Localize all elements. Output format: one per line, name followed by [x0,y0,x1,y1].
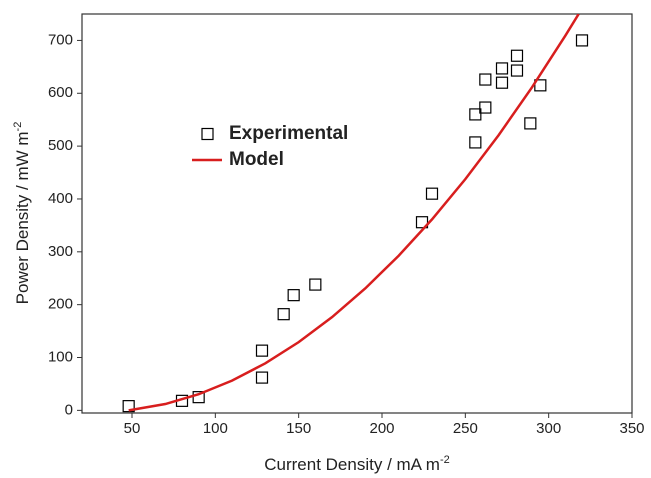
data-point [479,73,492,86]
plot-frame [81,13,633,414]
legend-label: Experimental [229,123,348,144]
y-axis-title: Power Density / mW m-2 [12,122,33,305]
model-line [128,14,580,412]
x-axis-title-sup: -2 [440,454,450,466]
x-tick-label: 50 [124,420,141,437]
x-tick-label: 200 [369,420,394,437]
data-point [510,64,524,77]
y-tick-label: 0 [65,401,73,418]
x-tick-label: 300 [536,420,561,437]
data-point [309,278,322,291]
data-point [122,400,135,413]
data-point [510,49,524,62]
x-tick-label: 350 [619,420,644,437]
y-axis-title-sup: -2 [12,122,24,132]
data-point [495,62,509,75]
y-tick-label: 700 [48,31,73,48]
y-tick-label: 400 [48,190,73,207]
y-axis-title-main: Power Density / mW m [13,131,32,304]
data-point [255,371,269,384]
legend-marker [201,127,214,141]
x-tick-label: 150 [286,420,311,437]
data-point [255,344,269,357]
x-axis-title: Current Density / mA m-2 [264,454,450,475]
data-point [425,187,439,200]
data-point [469,136,482,149]
x-tick-label: 250 [453,420,478,437]
x-tick-label: 100 [203,420,228,437]
data-point [524,117,537,130]
y-tick-label: 100 [48,348,73,365]
data-point [479,101,492,114]
y-tick-label: 600 [48,84,73,101]
data-point [575,34,589,47]
data-point [495,76,509,89]
data-point [534,79,547,92]
y-tick-label: 500 [48,137,73,154]
data-point [277,308,290,321]
data-point [287,289,300,302]
legend-label: Model [229,149,284,170]
y-tick-label: 200 [48,296,73,313]
x-axis-title-main: Current Density / mA m [264,455,440,474]
y-tick-label: 300 [48,243,73,260]
plot-area [122,14,589,413]
data-point [469,108,482,121]
data-point [415,216,429,229]
